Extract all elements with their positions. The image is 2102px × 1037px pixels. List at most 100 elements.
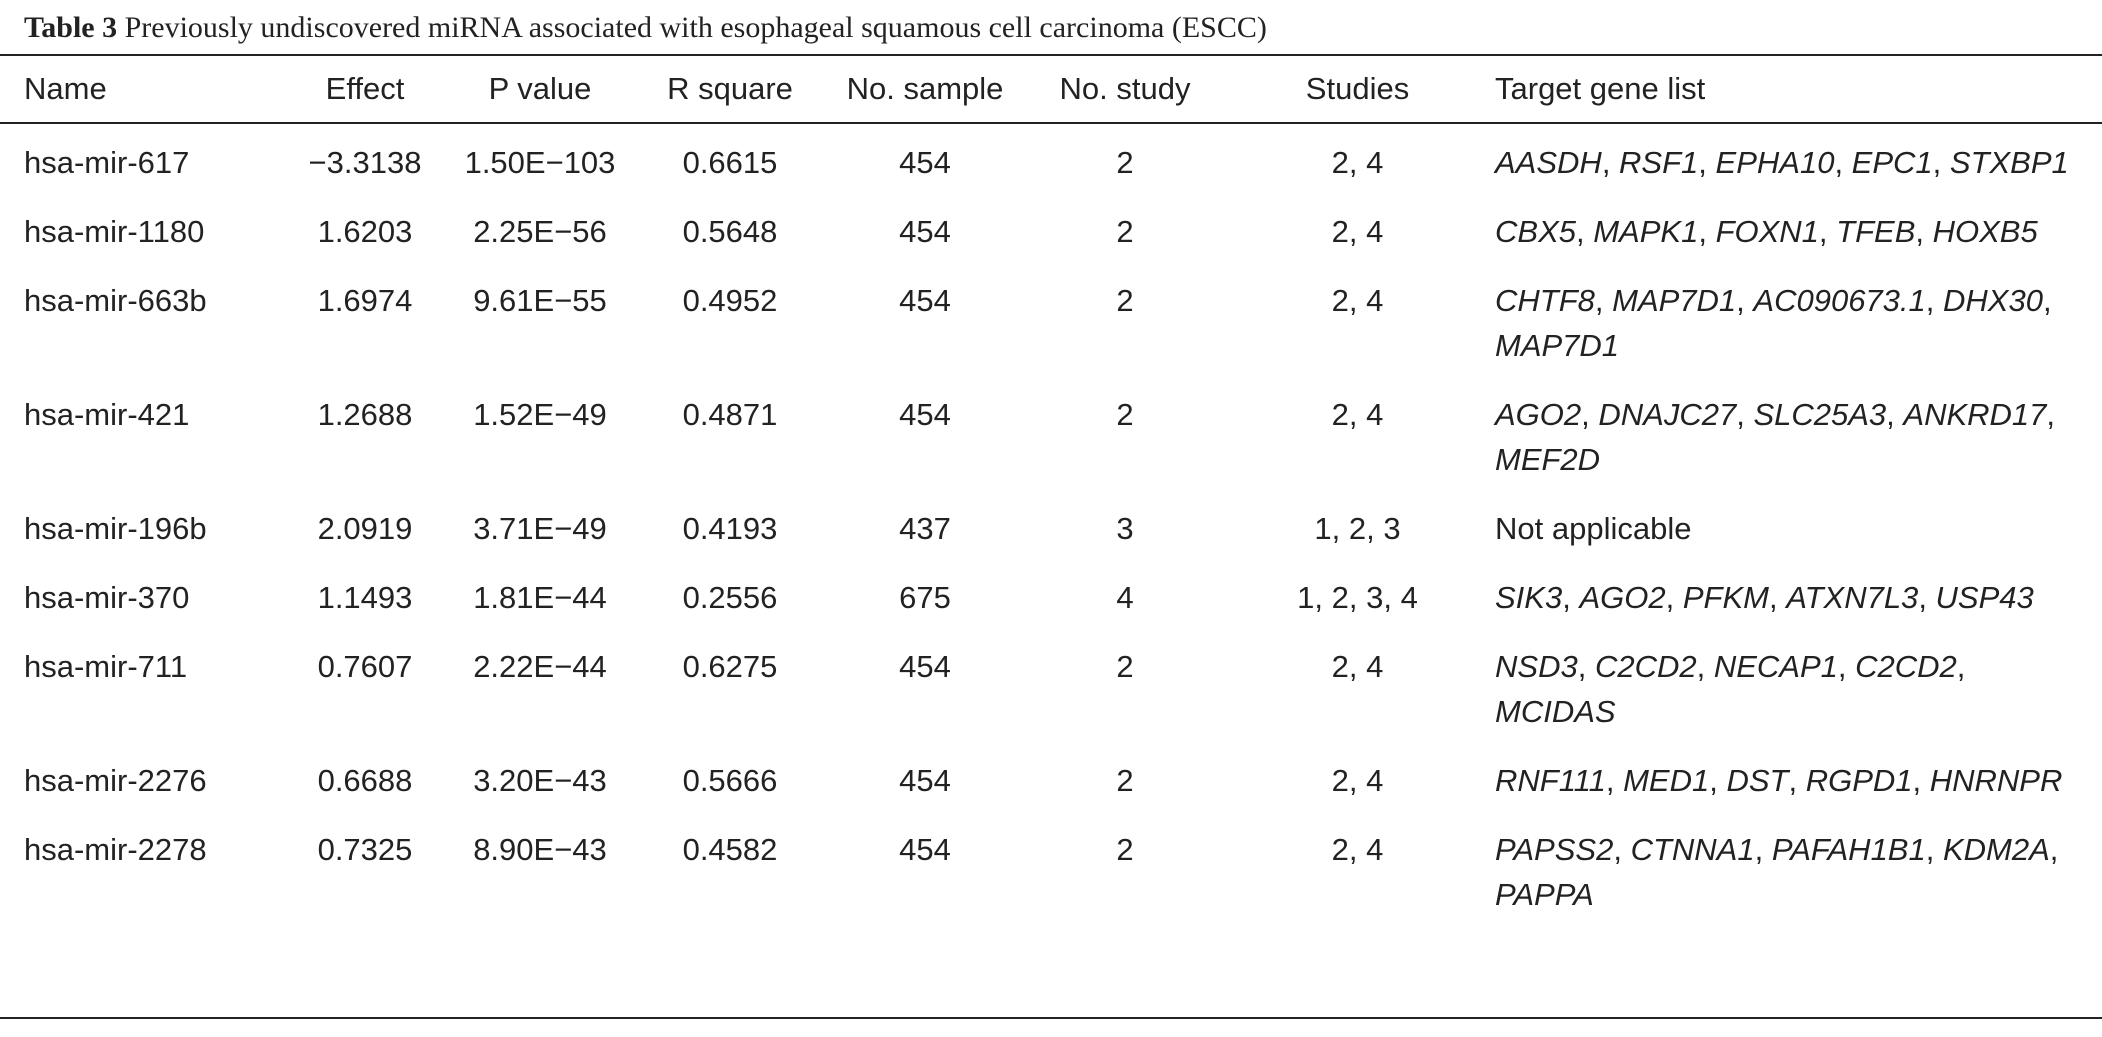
gene-symbol: AC090673.1 bbox=[1753, 283, 1926, 318]
gene-symbol: MED1 bbox=[1623, 763, 1710, 798]
table-row: hsa-mir-711 0.7607 2.22E−44 0.6275 454 2 2, 4 N… bbox=[0, 632, 2102, 746]
gene-symbol: KDM2A bbox=[1942, 832, 2050, 867]
gene-symbol: HOXB5 bbox=[1932, 214, 2038, 249]
cell-effect: 1.2688 bbox=[317, 397, 413, 432]
gene-symbol: NSD3 bbox=[1495, 649, 1578, 684]
cell-effect: 1.1493 bbox=[317, 580, 413, 615]
cell-r-square: 0.6275 bbox=[682, 649, 778, 684]
cell-p-value: 8.90E−43 bbox=[473, 832, 607, 867]
cell-r-square: 0.5648 bbox=[682, 214, 778, 249]
cell-effect: 1.6203 bbox=[317, 214, 413, 249]
cell-r-square: 0.5666 bbox=[682, 763, 778, 798]
cell-no-sample: 454 bbox=[899, 832, 951, 867]
cell-r-square: 0.4871 bbox=[682, 397, 778, 432]
cell-target-genes: PAPSS2, CTNNA1, PAFAH1B1, KDM2A, PAPPA bbox=[1495, 832, 2059, 912]
gene-symbol: MAP7D1 bbox=[1612, 283, 1737, 318]
cell-name: hsa-mir-617 bbox=[24, 145, 190, 180]
gene-symbol: CTNNA1 bbox=[1630, 832, 1755, 867]
cell-studies: 2, 4 bbox=[1331, 649, 1384, 684]
cell-no-study: 2 bbox=[1116, 832, 1134, 867]
gene-symbol: PFKM bbox=[1682, 580, 1769, 615]
gene-symbol: DST bbox=[1726, 763, 1789, 798]
cell-studies: 1, 2, 3, 4 bbox=[1297, 580, 1418, 615]
cell-no-sample: 454 bbox=[899, 397, 951, 432]
cell-no-study: 2 bbox=[1116, 763, 1134, 798]
cell-target-genes: SIK3, AGO2, PFKM, ATXN7L3, USP43 bbox=[1495, 580, 2034, 615]
cell-no-sample: 675 bbox=[899, 580, 951, 615]
cell-no-study: 4 bbox=[1116, 580, 1134, 615]
header-no-study: No. study bbox=[1059, 71, 1191, 106]
cell-effect: 0.6688 bbox=[317, 763, 413, 798]
gene-symbol: MEF2D bbox=[1495, 442, 1601, 477]
cell-no-sample: 454 bbox=[899, 283, 951, 318]
gene-symbol: MAPK1 bbox=[1593, 214, 1699, 249]
cell-p-value: 1.81E−44 bbox=[473, 580, 607, 615]
cell-name: hsa-mir-421 bbox=[24, 397, 190, 432]
cell-effect: 0.7325 bbox=[317, 832, 413, 867]
table-row: hsa-mir-196b 2.0919 3.71E−49 0.4193 437 3 1, 2… bbox=[0, 494, 2102, 563]
cell-target-genes: Not applicable bbox=[1495, 494, 2102, 563]
gene-symbol: RSF1 bbox=[1619, 145, 1699, 180]
cell-p-value: 2.22E−44 bbox=[473, 649, 607, 684]
cell-target-genes: CBX5, MAPK1, FOXN1, TFEB, HOXB5 bbox=[1495, 214, 2038, 249]
header-p-value: P value bbox=[488, 71, 592, 106]
cell-no-study: 2 bbox=[1116, 214, 1134, 249]
cell-no-study: 2 bbox=[1116, 397, 1134, 432]
cell-p-value: 3.20E−43 bbox=[473, 763, 607, 798]
gene-symbol: PAFAH1B1 bbox=[1771, 832, 1926, 867]
table-caption: Table 3 Previously undiscovered miRNA as… bbox=[24, 10, 1267, 46]
gene-symbol: AGO2 bbox=[1495, 397, 1582, 432]
table-title: Previously undiscovered miRNA associated… bbox=[124, 11, 1267, 44]
gene-symbol: ANKRD17 bbox=[1903, 397, 2047, 432]
gene-symbol: EPHA10 bbox=[1715, 145, 1835, 180]
cell-target-genes: AGO2, DNAJC27, SLC25A3, ANKRD17, MEF2D bbox=[1495, 397, 2056, 477]
table-body: hsa-mir-617 −3.3138 1.50E−103 0.6615 454 2 2, … bbox=[0, 122, 2102, 929]
table-row: hsa-mir-1180 1.6203 2.25E−56 0.5648 454 2 2, 4… bbox=[0, 197, 2102, 266]
table-label: Table 3 bbox=[24, 11, 118, 44]
gene-symbol: SIK3 bbox=[1495, 580, 1563, 615]
cell-no-sample: 454 bbox=[899, 214, 951, 249]
cell-effect: 1.6974 bbox=[317, 283, 413, 318]
gene-symbol: CHTF8 bbox=[1495, 283, 1595, 318]
cell-name: hsa-mir-2278 bbox=[24, 832, 207, 867]
gene-symbol: DNAJC27 bbox=[1598, 397, 1737, 432]
cell-name: hsa-mir-196b bbox=[24, 511, 207, 546]
cell-r-square: 0.6615 bbox=[682, 145, 778, 180]
genes-not-applicable: Not applicable bbox=[1495, 511, 1692, 546]
mirna-table: Name Effect P value R square No. sample … bbox=[0, 56, 2102, 929]
gene-symbol: C2CD2 bbox=[1855, 649, 1957, 684]
cell-name: hsa-mir-711 bbox=[24, 649, 188, 684]
cell-no-sample: 454 bbox=[899, 145, 951, 180]
cell-studies: 2, 4 bbox=[1331, 214, 1384, 249]
cell-r-square: 0.4582 bbox=[682, 832, 778, 867]
gene-symbol: NECAP1 bbox=[1713, 649, 1838, 684]
cell-p-value: 2.25E−56 bbox=[473, 214, 607, 249]
cell-studies: 2, 4 bbox=[1331, 145, 1384, 180]
gene-symbol: FOXN1 bbox=[1715, 214, 1819, 249]
gene-symbol: SLC25A3 bbox=[1753, 397, 1887, 432]
gene-symbol: AGO2 bbox=[1579, 580, 1666, 615]
cell-name: hsa-mir-370 bbox=[24, 580, 190, 615]
gene-symbol: EPC1 bbox=[1851, 145, 1933, 180]
header-target-gene-list: Target gene list bbox=[1495, 71, 1706, 106]
cell-studies: 2, 4 bbox=[1331, 832, 1384, 867]
gene-symbol: DHX30 bbox=[1943, 283, 2043, 318]
gene-symbol: TFEB bbox=[1836, 214, 1916, 249]
cell-no-sample: 454 bbox=[899, 649, 951, 684]
gene-symbol: AASDH bbox=[1495, 145, 1602, 180]
bottom-rule bbox=[0, 1017, 2102, 1019]
header-no-sample: No. sample bbox=[846, 71, 1004, 106]
gene-symbol: PAPSS2 bbox=[1495, 832, 1614, 867]
gene-symbol: MAP7D1 bbox=[1495, 328, 1620, 363]
gene-symbol: CBX5 bbox=[1495, 214, 1576, 249]
table-row: hsa-mir-663b 1.6974 9.61E−55 0.4952 454 2 2, 4… bbox=[0, 266, 2102, 380]
cell-no-study: 3 bbox=[1116, 511, 1134, 546]
cell-name: hsa-mir-1180 bbox=[24, 214, 205, 249]
cell-p-value: 1.52E−49 bbox=[473, 397, 607, 432]
cell-no-sample: 454 bbox=[899, 763, 951, 798]
cell-studies: 2, 4 bbox=[1331, 283, 1384, 318]
cell-r-square: 0.2556 bbox=[682, 580, 778, 615]
cell-name: hsa-mir-2276 bbox=[24, 763, 207, 798]
cell-target-genes: CHTF8, MAP7D1, AC090673.1, DHX30, MAP7D1 bbox=[1495, 283, 2052, 363]
